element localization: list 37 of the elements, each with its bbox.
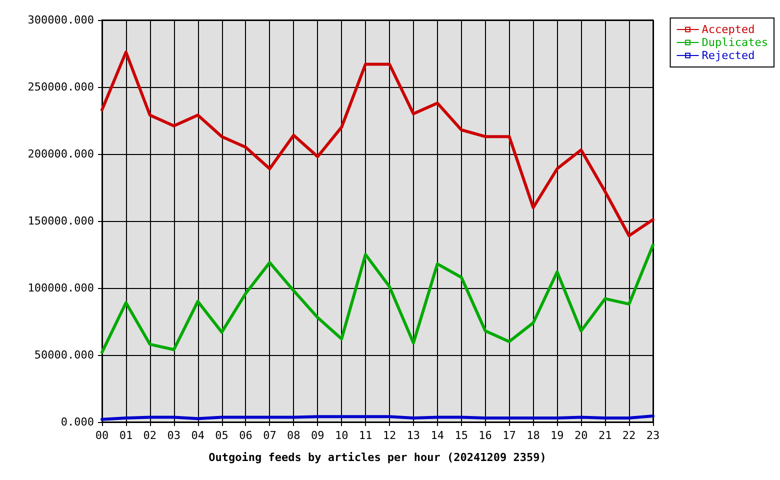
x-tick-label: 07	[263, 429, 276, 442]
line-series	[100, 50, 654, 238]
x-tick-label: 22	[622, 429, 636, 442]
x-tick-label: 14	[430, 429, 444, 442]
y-tick-label: 300000.000	[28, 14, 94, 26]
x-tick-label: 18	[526, 429, 540, 442]
x-tick-label: 20	[574, 429, 588, 442]
x-tick-label: 11	[358, 429, 372, 442]
y-tick-label: 0.000	[60, 416, 94, 428]
x-tick-label: 23	[646, 429, 660, 442]
x-tick-label: 19	[550, 429, 564, 442]
x-tick-label: 03	[167, 429, 180, 442]
x-tick-label: 05	[215, 429, 228, 442]
x-tick-label: 12	[382, 429, 396, 442]
x-tick-label: 06	[239, 429, 252, 442]
x-tick-label: 01	[119, 429, 133, 442]
legend-label: Duplicates	[702, 36, 768, 49]
x-tick-label: 09	[310, 429, 324, 442]
x-tick-label: 13	[406, 429, 420, 442]
y-tick-label: 150000.000	[28, 214, 94, 228]
x-tick-label: 15	[454, 429, 468, 442]
legend-label: Rejected	[702, 49, 755, 62]
x-tick-label: 10	[334, 429, 348, 442]
line-series	[100, 244, 654, 354]
x-tick-label: 16	[478, 429, 492, 442]
x-tick-label: 00	[95, 429, 109, 442]
x-tick-label: 08	[287, 429, 300, 442]
x-axis-title: Outgoing feeds by articles per hour (20241209 2359)	[208, 451, 546, 464]
y-tick-label: 250000.000	[28, 80, 94, 94]
legend-label: Accepted	[702, 23, 755, 36]
x-tick-label: 17	[502, 429, 516, 442]
x-tick-label: 04	[191, 429, 205, 442]
y-tick-label: 100000.000	[28, 282, 94, 294]
y-tick-label: 50000.000	[34, 348, 94, 362]
x-tick-label: 02	[143, 429, 157, 442]
y-tick-label: 200000.000	[28, 148, 94, 160]
x-tick-label: 21	[598, 429, 612, 442]
